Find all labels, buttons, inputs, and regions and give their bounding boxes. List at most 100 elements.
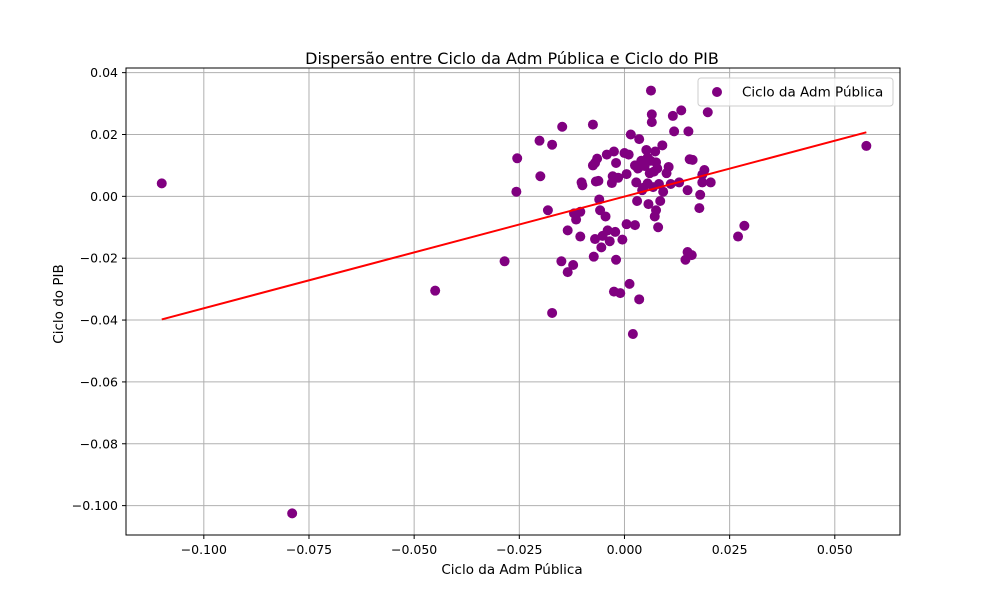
scatter-point: [600, 211, 611, 222]
scatter-point: [643, 199, 654, 210]
scatter-point: [667, 110, 678, 121]
scatter-point: [669, 126, 680, 137]
scatter-point: [608, 146, 619, 157]
scatter-point: [613, 172, 624, 183]
scatter-point: [621, 219, 632, 230]
scatter-point: [702, 107, 713, 118]
scatter-point: [631, 177, 642, 188]
x-axis-label: Ciclo da Adm Pública: [441, 562, 582, 578]
x-tick-label: −0.050: [391, 542, 437, 557]
scatter-point: [593, 175, 604, 186]
scatter-point: [632, 195, 643, 206]
x-tick-label: −0.025: [496, 542, 542, 557]
scatter-point: [682, 185, 693, 196]
y-tick-label: 0.04: [90, 65, 118, 80]
x-tick-label: 0.050: [817, 542, 853, 557]
scatter-point: [625, 129, 636, 140]
scatter-point: [627, 328, 638, 339]
scatter-point: [634, 134, 645, 145]
scatter-point: [687, 154, 698, 165]
trend-line: [161, 131, 867, 321]
legend-label: Ciclo da Adm Pública: [742, 85, 883, 101]
y-tick-label: −0.04: [80, 313, 118, 328]
scatter-point: [663, 161, 674, 172]
x-tick-label: −0.100: [181, 542, 227, 557]
y-tick-label: −0.02: [80, 251, 118, 266]
scatter-point: [699, 165, 710, 176]
plot-frame: [125, 67, 901, 536]
scatter-point: [568, 260, 579, 271]
scatter-point: [646, 117, 657, 128]
scatter-point: [611, 254, 622, 265]
scatter-point: [562, 225, 573, 236]
y-tick-label: −0.100: [72, 498, 118, 513]
scatter-point: [430, 285, 441, 296]
scatter-point: [739, 220, 750, 231]
scatter-point: [697, 177, 708, 188]
scatter-point: [733, 231, 744, 242]
scatter-points: [156, 85, 872, 519]
scatter-point: [624, 278, 635, 289]
scatter-point: [596, 242, 607, 253]
grid-lines: [126, 68, 900, 535]
scatter-point: [676, 105, 687, 116]
legend-box: [697, 77, 894, 107]
scatter-point: [705, 177, 716, 188]
scatter-point: [617, 234, 628, 245]
scatter-point: [615, 288, 626, 299]
scatter-point: [611, 157, 622, 168]
scatter-point: [556, 256, 567, 267]
scatter-point: [287, 508, 298, 519]
scatter-point: [562, 267, 573, 278]
y-tick-label: 0.00: [90, 189, 118, 204]
y-axis-label: Ciclo do PIB: [51, 264, 67, 343]
y-axis-ticks: −0.100 −0.08 −0.06 −0.04 −0.02 0.00 0.02 0.04: [72, 65, 126, 513]
scatter-point: [610, 226, 621, 237]
scatter-point: [547, 307, 558, 318]
scatter-point: [534, 135, 545, 146]
scatter-point: [604, 236, 615, 247]
scatter-point: [592, 153, 603, 164]
scatter-point: [499, 256, 510, 267]
scatter-point: [634, 294, 645, 305]
scatter-point: [512, 153, 523, 164]
scatter-point: [511, 186, 522, 197]
scatter-point: [641, 144, 652, 155]
x-axis-ticks: −0.100 −0.075 −0.050 −0.025 0.000 0.025 0.050: [181, 535, 853, 557]
scatter-point: [590, 234, 601, 245]
scatter-point: [575, 231, 586, 242]
scatter-point: [623, 149, 634, 160]
scatter-point: [156, 178, 167, 189]
scatter-point: [861, 140, 872, 151]
chart-title: Dispersão entre Ciclo da Adm Pública e C…: [305, 49, 719, 68]
scatter-point: [588, 251, 599, 262]
x-tick-label: 0.000: [607, 542, 643, 557]
scatter-point: [694, 203, 705, 214]
scatter-point: [646, 109, 657, 120]
scatter-point: [629, 220, 640, 231]
x-tick-label: 0.025: [712, 542, 748, 557]
scatter-point: [652, 163, 663, 174]
scatter-point: [645, 85, 656, 96]
scatter-point: [577, 180, 588, 191]
scatter-point: [686, 250, 697, 261]
scatter-point: [542, 205, 553, 216]
y-tick-label: 0.02: [90, 127, 118, 142]
scatter-point: [571, 214, 582, 225]
y-tick-label: −0.06: [80, 374, 118, 389]
legend-marker: [712, 87, 722, 97]
scatter-point: [557, 121, 568, 132]
scatter-point: [535, 171, 546, 182]
scatter-point: [621, 169, 632, 180]
scatter-point: [547, 139, 558, 150]
x-tick-label: −0.075: [286, 542, 332, 557]
scatter-point: [602, 225, 613, 236]
scatter-point: [651, 205, 662, 216]
scatter-point: [655, 195, 666, 206]
y-tick-label: −0.08: [80, 436, 118, 451]
trend-line-group: [161, 131, 867, 321]
scatter-point: [653, 222, 664, 233]
scatter-point: [695, 189, 706, 200]
scatter-point: [587, 119, 598, 130]
